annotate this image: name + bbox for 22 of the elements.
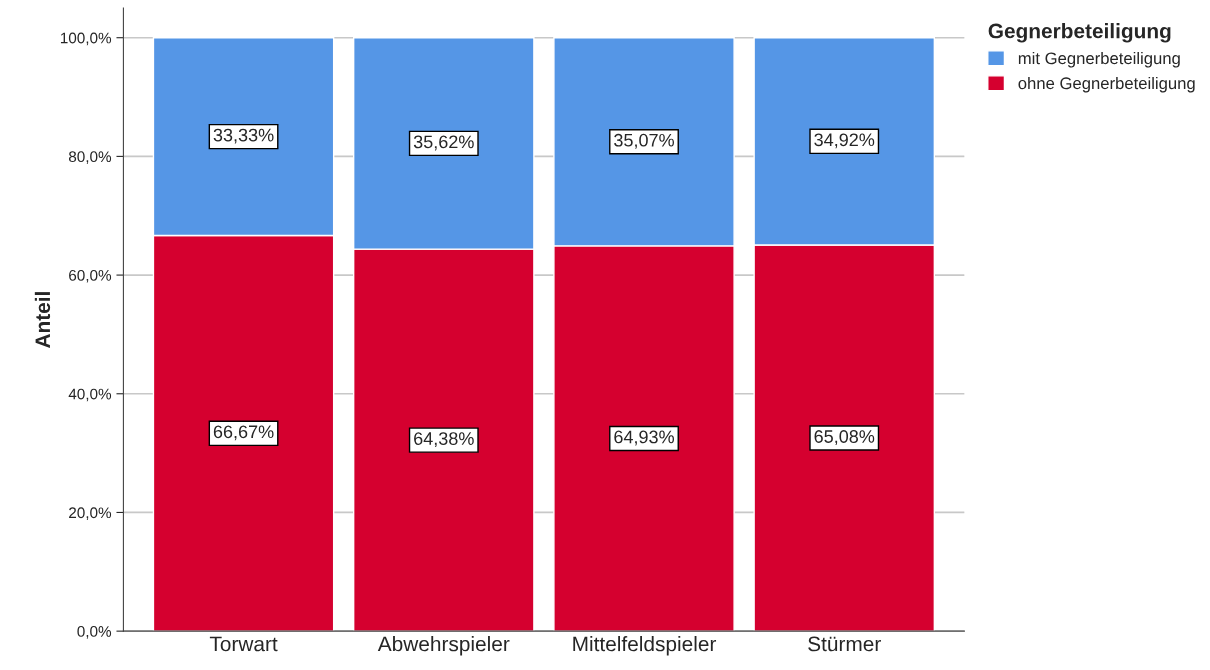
data-label: 66,67%: [213, 425, 274, 441]
x-tick-label: Mittelfeldspieler: [573, 636, 717, 656]
data-label: 64,38%: [414, 432, 474, 448]
x-tick-label: Abwehrspieler: [377, 636, 510, 656]
y-tick-label: 20,0%: [69, 507, 112, 520]
data-label: 34,92%: [814, 133, 875, 149]
data-label: 65,08%: [814, 430, 875, 446]
x-tick-label: Stürmer: [808, 636, 881, 652]
y-axis-title: Anteil: [34, 292, 51, 349]
legend-title: Gegnerbeteiligung: [988, 23, 1171, 43]
y-tick-label: 100,0%: [60, 32, 112, 46]
y-tick-label: 40,0%: [68, 388, 112, 402]
x-tick-label: Torwart: [209, 636, 278, 652]
legend-label: ohne Gegnerbeteiligung: [1018, 76, 1195, 93]
data-label: 64,93%: [614, 430, 674, 446]
y-tick-label: 0,0%: [77, 626, 112, 639]
data-label: 33,33%: [213, 128, 274, 144]
y-tick-label: 60,0%: [69, 269, 112, 283]
legend-label: mit Gegnerbeteiligung: [1018, 51, 1180, 68]
data-label: 35,07%: [614, 133, 674, 149]
y-tick-label: 80,0%: [68, 151, 112, 164]
data-label: 35,62%: [413, 135, 474, 151]
